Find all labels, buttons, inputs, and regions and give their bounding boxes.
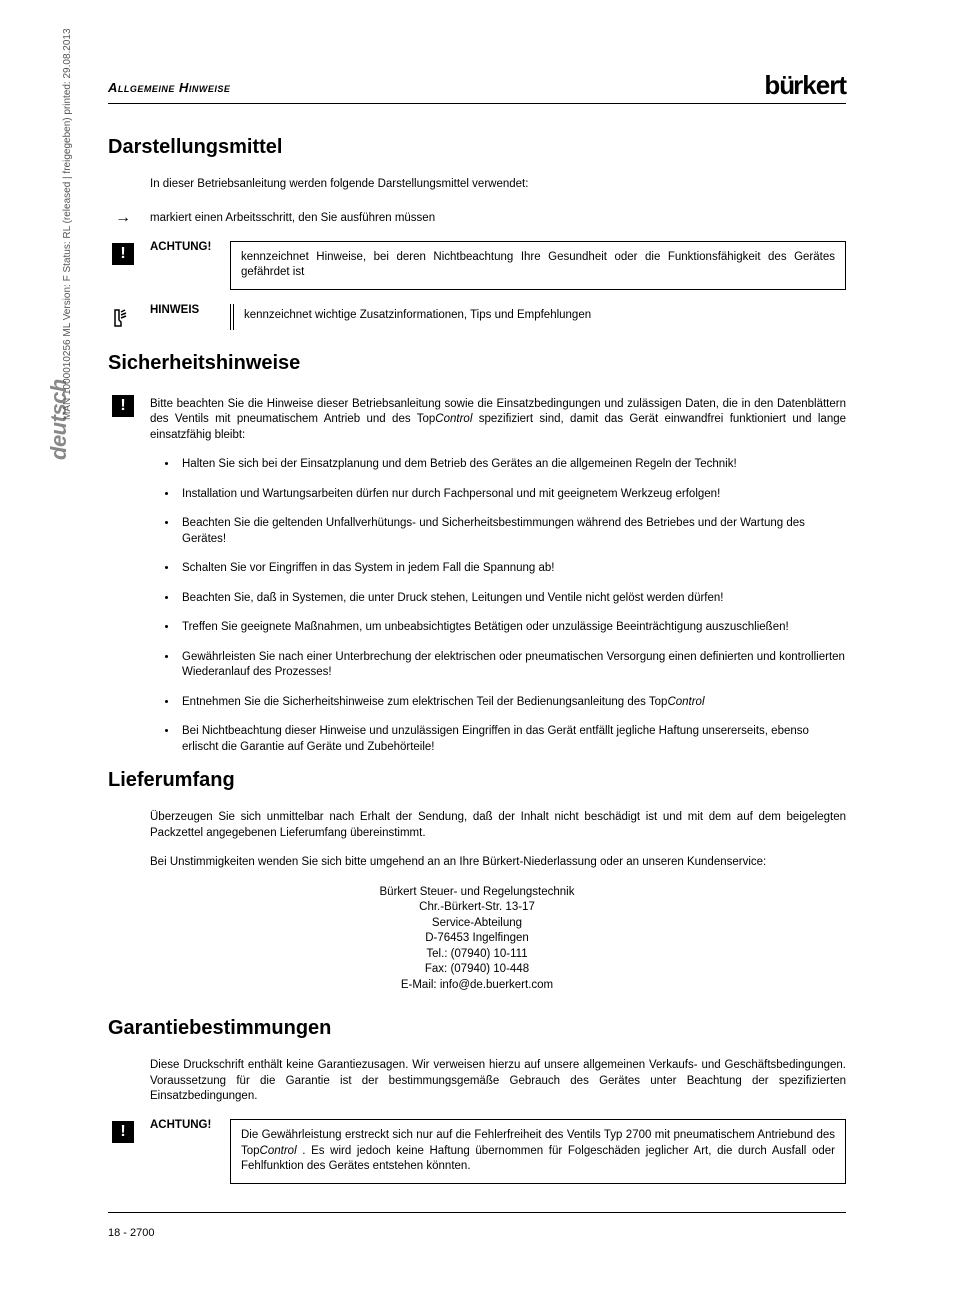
bullet: Installation und Wartungsarbeiten dürfen… bbox=[178, 487, 846, 503]
sicherheit-intro: Bitte beachten Sie die Hinweise dieser B… bbox=[150, 393, 846, 444]
callout-arrow: → markiert einen Arbeitsschritt, den Sie… bbox=[108, 207, 846, 227]
hinweis-label: HINWEIS bbox=[150, 304, 220, 316]
logo: bürkert bbox=[764, 70, 846, 101]
bullet: Treffen Sie geeignete Maßnahmen, um unbe… bbox=[178, 620, 846, 636]
hinweis-text: kennzeichnet wichtige Zusatzinformatione… bbox=[244, 304, 591, 324]
darstellung-intro: In dieser Betriebsanleitung werden folge… bbox=[150, 177, 846, 193]
vertical-rule-icon bbox=[230, 304, 234, 330]
heading-sicherheit: Sicherheitshinweise bbox=[108, 352, 846, 375]
address-line: Service-Abteilung bbox=[108, 916, 846, 932]
liefer-p1: Überzeugen Sie sich unmittelbar nach Erh… bbox=[150, 810, 846, 841]
arrow-icon: → bbox=[115, 209, 131, 227]
hand-icon bbox=[111, 306, 135, 330]
callout-achtung-1: ! ACHTUNG! kennzeichnet Hinweise, bei de… bbox=[108, 241, 846, 290]
achtung-text-2: Die Gewährleistung erstreckt sich nur au… bbox=[230, 1119, 846, 1184]
address-line: D-76453 Ingelfingen bbox=[108, 931, 846, 947]
achtung-text-1: kennzeichnet Hinweise, bei deren Nichtbe… bbox=[230, 241, 846, 290]
bullet: Beachten Sie, daß in Systemen, die unter… bbox=[178, 591, 846, 607]
heading-darstellung: Darstellungsmittel bbox=[108, 136, 846, 159]
address-line: Chr.-Bürkert-Str. 13-17 bbox=[108, 900, 846, 916]
exclamation-icon: ! bbox=[112, 243, 134, 265]
address-line: E-Mail: info@de.buerkert.com bbox=[108, 978, 846, 994]
bullet: Schalten Sie vor Eingriffen in das Syste… bbox=[178, 561, 846, 577]
achtung-label-1: ACHTUNG! bbox=[150, 241, 220, 253]
callout-hinweis: HINWEIS kennzeichnet wichtige Zusatzinfo… bbox=[108, 304, 846, 330]
bullet: Halten Sie sich bei der Einsatzplanung u… bbox=[178, 457, 846, 473]
address-line: Bürkert Steuer- und Regelungstechnik bbox=[108, 885, 846, 901]
garantie-p1: Diese Druckschrift enthält keine Garanti… bbox=[150, 1058, 846, 1105]
exclamation-icon: ! bbox=[112, 395, 134, 417]
address-line: Fax: (07940) 10-448 bbox=[108, 962, 846, 978]
heading-liefer: Lieferumfang bbox=[108, 769, 846, 792]
address-line: Tel.: (07940) 10-111 bbox=[108, 947, 846, 963]
page-header: Allgemeine Hinweise bürkert bbox=[108, 68, 846, 104]
bullet: Bei Nichtbeachtung dieser Hinweise und u… bbox=[178, 724, 846, 755]
achtung-label-2: ACHTUNG! bbox=[150, 1119, 220, 1131]
bullet: Entnehmen Sie die Sicherheitshinweise zu… bbox=[178, 695, 846, 711]
section-label: Allgemeine Hinweise bbox=[108, 80, 230, 95]
liefer-p2: Bei Unstimmigkeiten wenden Sie sich bitt… bbox=[150, 855, 846, 871]
page-content: Allgemeine Hinweise bürkert Darstellungs… bbox=[0, 0, 954, 1279]
page-number: 18 - 2700 bbox=[108, 1227, 154, 1239]
callout-sicherheit-intro: ! Bitte beachten Sie die Hinweise dieser… bbox=[108, 393, 846, 444]
callout-achtung-2: ! ACHTUNG! Die Gewährleistung erstreckt … bbox=[108, 1119, 846, 1184]
sicherheit-bullets: Halten Sie sich bei der Einsatzplanung u… bbox=[178, 457, 846, 755]
exclamation-icon: ! bbox=[112, 1121, 134, 1143]
arrow-text: markiert einen Arbeitsschritt, den Sie a… bbox=[150, 207, 846, 227]
bullet: Gewährleisten Sie nach einer Unterbrechu… bbox=[178, 650, 846, 681]
bullet: Beachten Sie die geltenden Unfallverhütu… bbox=[178, 516, 846, 547]
heading-garantie: Garantiebestimmungen bbox=[108, 1017, 846, 1040]
address-block: Bürkert Steuer- und Regelungstechnik Chr… bbox=[108, 885, 846, 994]
footer: 18 - 2700 bbox=[108, 1212, 846, 1239]
